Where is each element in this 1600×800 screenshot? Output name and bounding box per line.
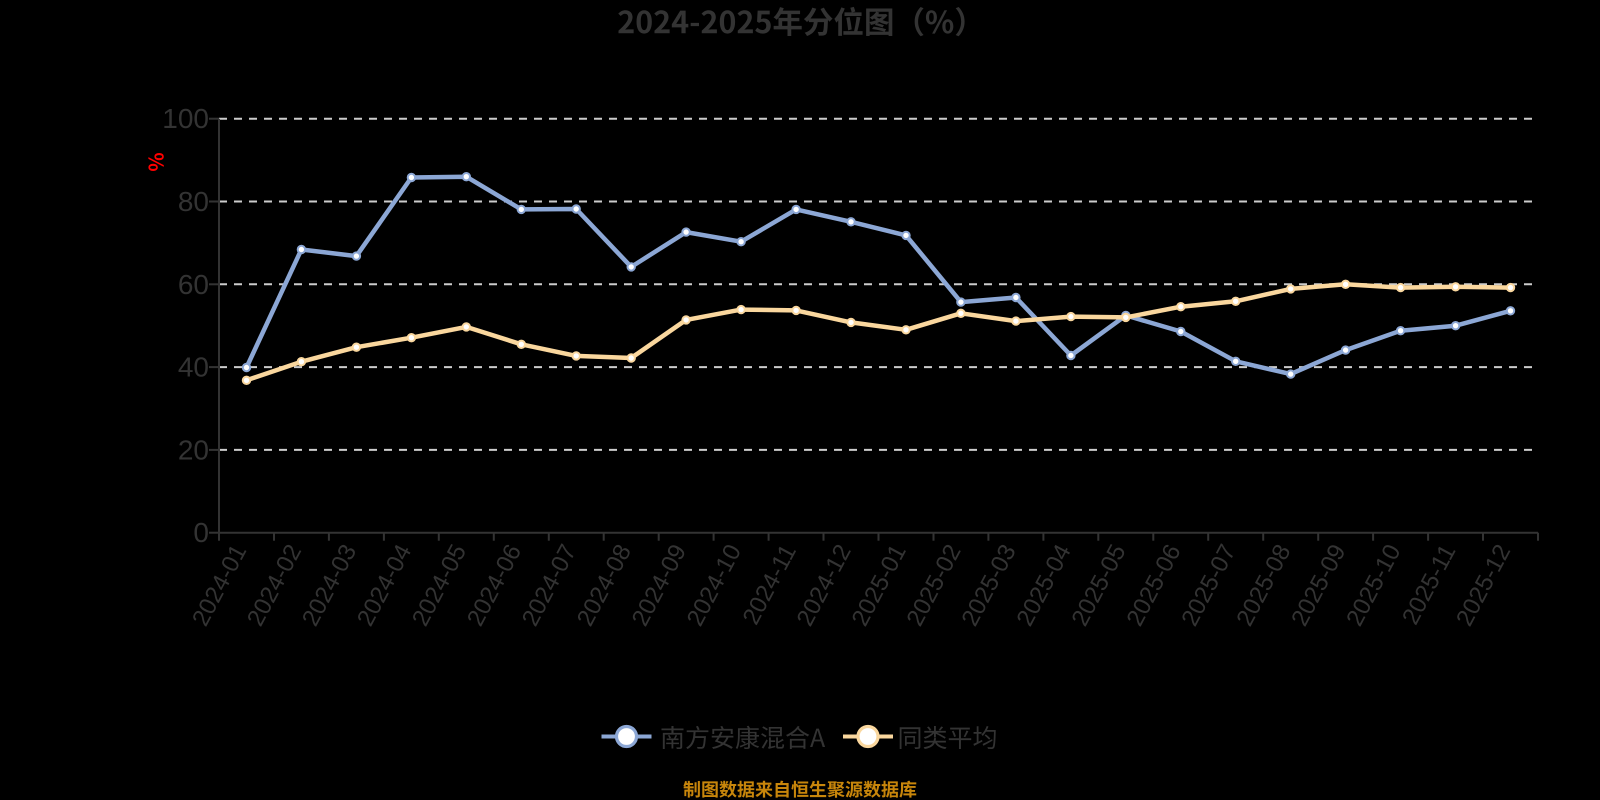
svg-text:60: 60 (178, 269, 209, 300)
svg-text:100: 100 (162, 103, 209, 134)
svg-text:40: 40 (178, 352, 209, 383)
svg-text:0: 0 (193, 517, 209, 548)
svg-text:20: 20 (178, 434, 209, 465)
svg-text:80: 80 (178, 186, 209, 217)
